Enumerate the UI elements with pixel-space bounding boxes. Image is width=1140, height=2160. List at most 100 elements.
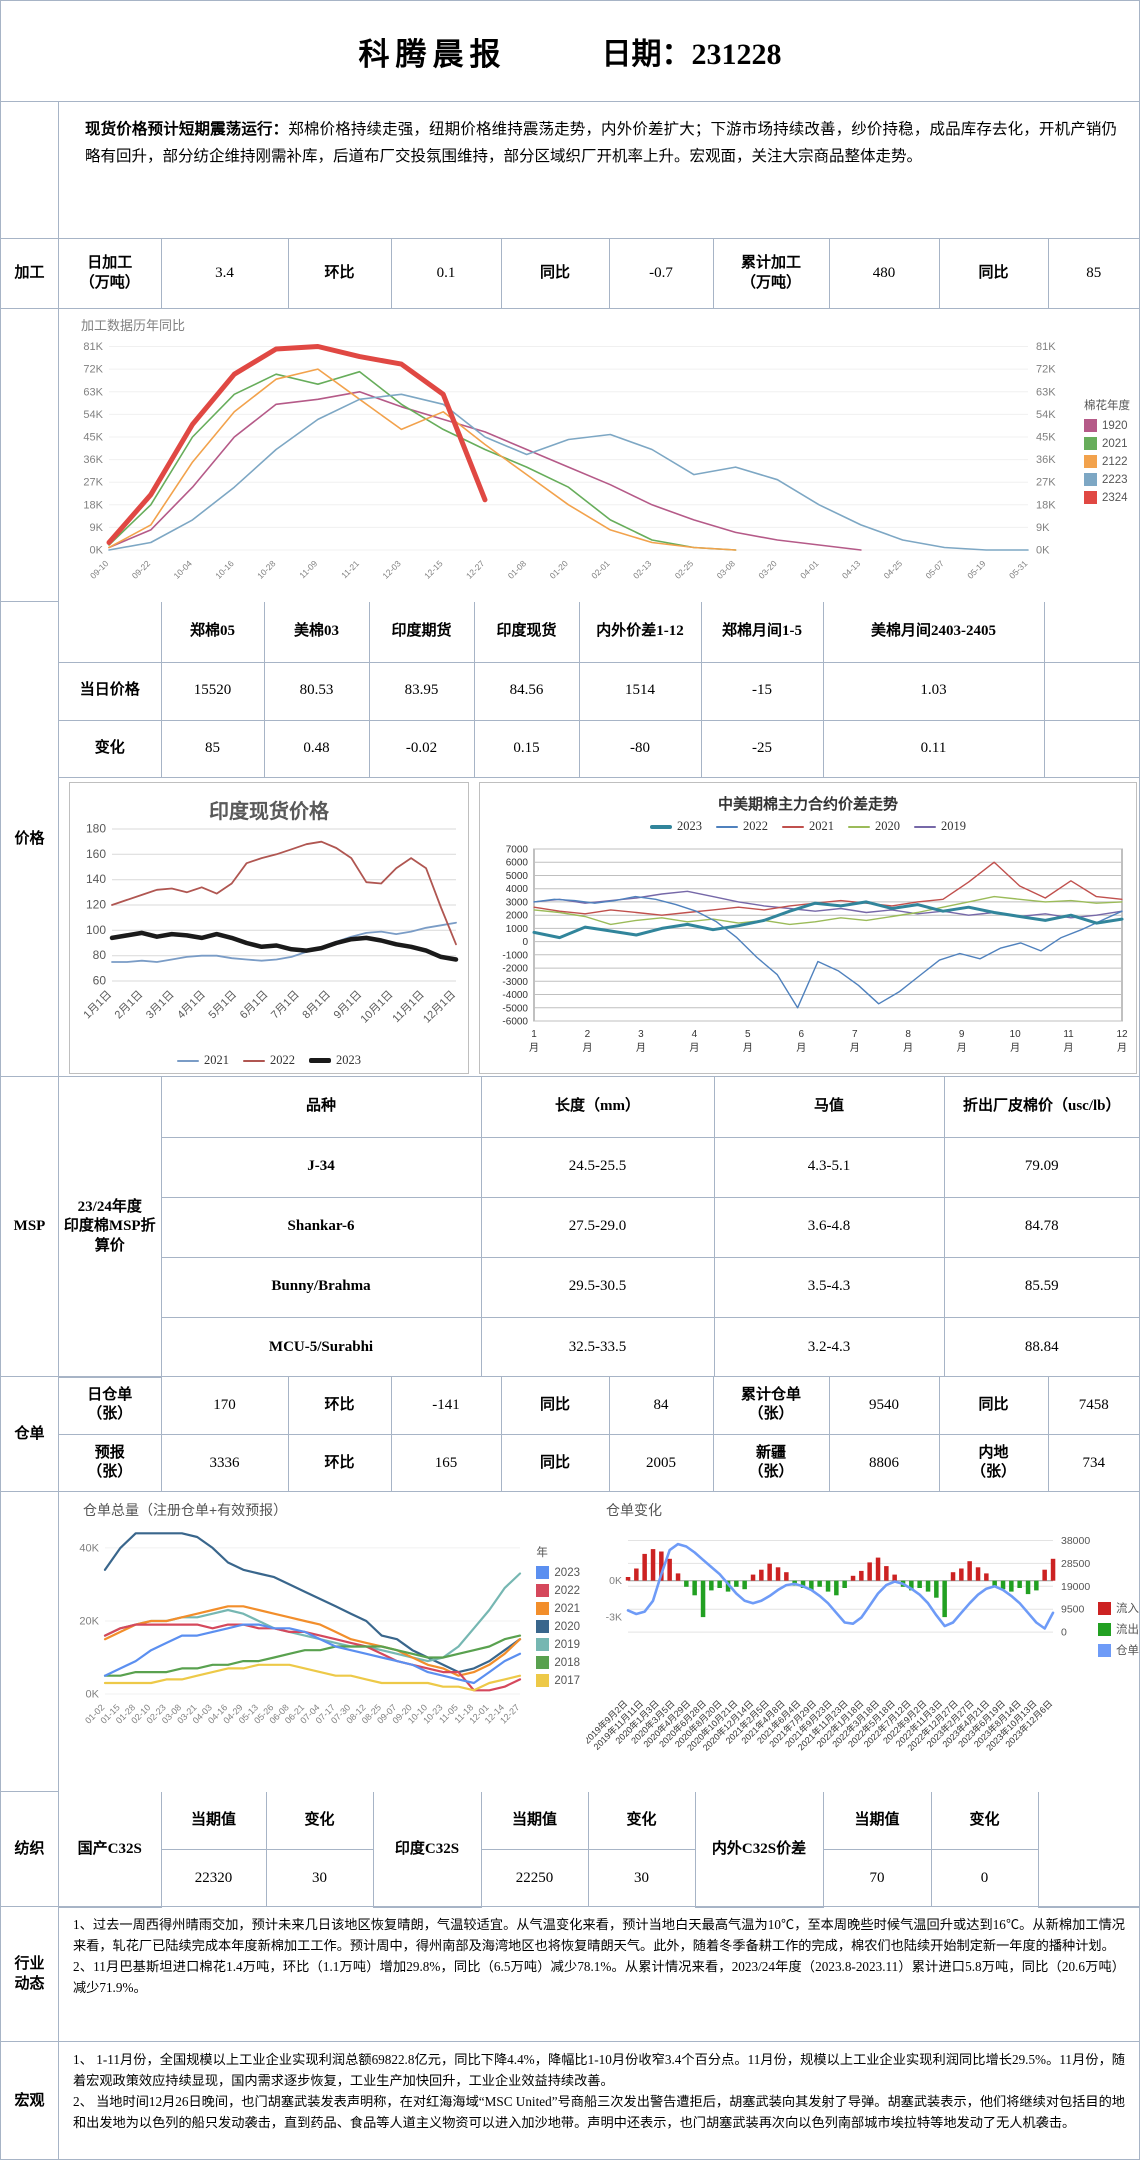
empty-label-column	[1, 1492, 59, 1791]
textile-table: 国产C32S 当期值 变化 印度C32S 当期值 变化 内外C32S价差 当期值…	[59, 1792, 1139, 1908]
svg-text:7月1日: 7月1日	[269, 989, 302, 1022]
price-row-label: 当日价格	[59, 661, 162, 721]
warehouse-cell: 7458	[1047, 1377, 1139, 1435]
msp-cell: 85.59	[943, 1256, 1139, 1318]
india-spot-chart-legend: 2021 2022 2023	[177, 1053, 361, 1068]
svg-text:100: 100	[86, 923, 106, 937]
svg-text:9K: 9K	[90, 522, 104, 534]
price-col-header: 内外价差1-12	[578, 602, 702, 663]
processing-chart-canvas: 81K 81K 72K 72K 63K 63K 54K 54K 45K 45K 36K 36K 27K 2…	[83, 341, 1056, 581]
svg-text:10-16: 10-16	[213, 558, 236, 581]
svg-text:04-25: 04-25	[882, 558, 905, 581]
msp-cell: 3.6-4.8	[713, 1196, 945, 1258]
industry-section: 行业 动态 1、过去一周西得州晴雨交加，预计未来几日该地区恢复晴朗，气温较适宜。…	[1, 1906, 1139, 2041]
svg-text:11-21: 11-21	[339, 558, 361, 580]
textile-header-current: 当期值	[480, 1792, 589, 1850]
svg-text:180: 180	[86, 822, 106, 836]
svg-text:-5000: -5000	[502, 1003, 528, 1014]
warehouse-cell: -141	[390, 1377, 502, 1435]
svg-text:0: 0	[1061, 1627, 1067, 1639]
price-cell: 0.15	[473, 719, 580, 777]
processing-cell: 累计加工 （万吨）	[712, 239, 830, 308]
msp-sublabel: 23/24年度 印度棉MSP折 算价	[59, 1077, 162, 1378]
warehouse-cell: 734	[1047, 1433, 1139, 1492]
svg-text:04-01: 04-01	[798, 558, 821, 581]
processing-chart-title: 加工数据历年同比	[81, 318, 186, 333]
price-cell: -15	[700, 661, 824, 721]
svg-text:120: 120	[86, 898, 106, 912]
warehouse-table: 日仓单 （张） 170 环比 -141 同比 84 累计仓单 （张） 9540 …	[59, 1377, 1139, 1492]
warehouse-total-chart-legend: 年 2023 2022 2021 2020 2019 2018 2017	[536, 1547, 580, 1687]
warehouse-cell: 165	[390, 1433, 502, 1492]
macro-section: 宏观 1、 1-11月份，全国规模以上工业企业实现利润总额69822.8亿元，同…	[1, 2041, 1139, 2159]
price-cell: 85	[160, 719, 265, 777]
svg-text:02-13: 02-13	[631, 558, 654, 581]
svg-text:63K: 63K	[1036, 386, 1056, 398]
processing-cell: 480	[828, 239, 940, 308]
msp-variety: Shankar-6	[161, 1196, 482, 1258]
svg-text:4月1日: 4月1日	[175, 989, 208, 1022]
processing-cell: 0.1	[390, 239, 502, 308]
svg-text:19000: 19000	[1061, 1581, 1090, 1593]
price-empty-cell	[1043, 602, 1139, 663]
warehouse-cell: 同比	[938, 1377, 1049, 1435]
macro-item: 2、 当地时间12月26日晚间，也门胡塞武装发表声明称，在对红海海域“MSC U…	[73, 2093, 1125, 2130]
svg-text:20K: 20K	[79, 1616, 99, 1628]
textile-value: 30	[265, 1848, 374, 1907]
empty-label-column	[1, 309, 59, 601]
warehouse-cell: 8806	[828, 1433, 940, 1492]
price-cell: 0.48	[263, 719, 370, 777]
spread-chart-title: 中美期棉主力合约价差走势	[717, 797, 898, 813]
svg-text:02-01: 02-01	[589, 558, 612, 581]
processing-section: 加工 日加工 （万吨） 3.4 环比 0.1 同比 -0.7 累计加工 （万吨）…	[1, 238, 1139, 308]
svg-text:54K: 54K	[1036, 409, 1056, 421]
msp-cell: 27.5-29.0	[480, 1196, 715, 1258]
macro-section-label: 宏观	[1, 2042, 59, 2159]
textile-header-change: 变化	[265, 1792, 374, 1850]
textile-header-change: 变化	[930, 1792, 1039, 1850]
textile-value: 22320	[161, 1848, 267, 1907]
svg-text:04-13: 04-13	[840, 558, 863, 581]
processing-cell: 85	[1047, 239, 1139, 308]
processing-cell: 同比	[938, 239, 1049, 308]
warehouse-cell: 2005	[608, 1433, 714, 1492]
svg-text:5: 5	[745, 1029, 751, 1040]
svg-text:9: 9	[959, 1029, 965, 1040]
svg-text:8: 8	[905, 1029, 911, 1040]
price-cell: 84.56	[473, 661, 580, 721]
warehouse-total-chart-title: 仓单总量（注册仓单+有效预报）	[83, 1502, 288, 1518]
warehouse-total-chart: 仓单总量（注册仓单+有效预报） 40K 20K 0K 01-02 01-15 01-28 0…	[59, 1492, 586, 1792]
svg-text:11月1日: 11月1日	[390, 989, 426, 1025]
svg-text:12: 12	[1116, 1029, 1128, 1040]
msp-cell: 88.84	[943, 1316, 1139, 1377]
svg-text:140: 140	[86, 872, 106, 886]
svg-text:8月1日: 8月1日	[300, 989, 333, 1022]
processing-cell: 3.4	[160, 239, 289, 308]
msp-table: 23/24年度 印度棉MSP折 算价 品种 长度（mm） 马值 折出厂皮棉价（u…	[59, 1077, 1139, 1378]
svg-text:月: 月	[582, 1042, 592, 1054]
svg-text:10-04: 10-04	[172, 558, 195, 581]
svg-text:3: 3	[638, 1029, 644, 1040]
warehouse-cell: 环比	[287, 1433, 392, 1492]
msp-cell: 79.09	[943, 1136, 1139, 1198]
report-date: 日期：231228	[601, 38, 782, 71]
warehouse-charts-section: 仓单总量（注册仓单+有效预报） 40K 20K 0K 01-02 01-15 01-28 0…	[1, 1491, 1139, 1792]
price-col-header: 印度现货	[473, 602, 580, 663]
industry-section-label: 行业 动态	[1, 1907, 59, 2041]
svg-text:10月1日: 10月1日	[359, 989, 396, 1026]
svg-text:7: 7	[852, 1029, 858, 1040]
svg-text:0K: 0K	[1036, 545, 1050, 557]
summary-lead: 现货价格预计短期震荡运行：	[85, 121, 289, 138]
svg-text:03-08: 03-08	[715, 558, 738, 581]
svg-text:1月1日: 1月1日	[81, 989, 114, 1022]
price-empty-cell	[1043, 661, 1139, 721]
price-cell: -25	[700, 719, 824, 777]
svg-text:60: 60	[93, 974, 107, 988]
textile-value: 0	[930, 1848, 1038, 1907]
summary-label-column	[1, 102, 59, 238]
warehouse-section: 仓单 日仓单 （张） 170 环比 -141 同比 84 累计仓单 （张） 95…	[1, 1376, 1139, 1492]
india-spot-chart-canvas: 180 160 140 120 100 80 601月1日2月1日3月1日4月1日5月1日6…	[81, 822, 459, 1026]
warehouse-cell: 84	[608, 1377, 714, 1435]
svg-text:05-19: 05-19	[965, 558, 988, 581]
textile-item-name: 印度C32S	[372, 1792, 482, 1908]
